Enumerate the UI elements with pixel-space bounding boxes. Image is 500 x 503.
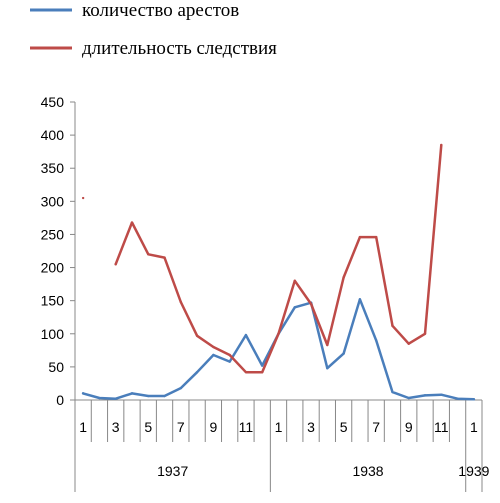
y-tick-label: 300 <box>41 193 65 209</box>
data-point-s2 <box>130 221 134 224</box>
data-point-s1 <box>130 392 134 395</box>
y-tick-label: 150 <box>41 293 65 309</box>
legend-label-2: длительность следствия <box>82 38 277 59</box>
series-layer <box>81 143 476 401</box>
legend: количество арестов длительность следствия <box>30 0 277 59</box>
data-point-s2 <box>374 235 378 239</box>
x-tick-label: 7 <box>177 419 185 435</box>
year-label: 1937 <box>157 463 188 479</box>
data-point-s2 <box>179 300 183 304</box>
data-point-s1 <box>81 392 85 395</box>
data-point-s2 <box>195 334 199 337</box>
data-point-s2 <box>358 235 362 239</box>
data-point-s2 <box>81 196 85 200</box>
y-tick-label: 0 <box>56 392 64 408</box>
data-point-s1 <box>212 353 215 357</box>
data-point-s1 <box>228 360 231 363</box>
y-tick-label: 400 <box>41 127 65 143</box>
x-tick-label: 9 <box>209 419 217 435</box>
x-tick-label: 7 <box>372 419 380 435</box>
data-point-s2 <box>244 370 248 374</box>
y-axis: 0 50 100 150 200 250 300 350 400 450 <box>41 94 76 408</box>
data-point-s2 <box>293 279 296 282</box>
data-point-s2 <box>342 276 345 279</box>
data-point-s2 <box>261 370 264 374</box>
data-point-s2 <box>163 256 166 259</box>
data-point-s1 <box>163 394 166 398</box>
x-tick-label: 9 <box>405 419 413 435</box>
data-point-s2 <box>440 143 443 147</box>
data-point-s1 <box>423 394 427 397</box>
data-point-s2 <box>309 302 313 306</box>
data-point-s1 <box>114 397 117 400</box>
legend-label-1: количество арестов <box>82 0 239 21</box>
x-tick-label: 1 <box>275 419 283 435</box>
x-tick-label: 3 <box>307 419 315 435</box>
data-point-s1 <box>244 333 248 337</box>
data-point-s1 <box>456 397 459 400</box>
y-tick-label: 350 <box>41 160 65 176</box>
x-tick-label: 11 <box>239 419 254 435</box>
data-point-s2 <box>407 342 410 345</box>
data-point-s1 <box>293 306 296 309</box>
data-point-s2 <box>423 332 427 335</box>
series-line-1 <box>81 298 476 401</box>
data-point-s1 <box>407 396 410 400</box>
data-point-s1 <box>195 370 199 374</box>
data-point-s1 <box>472 398 476 401</box>
data-point-s1 <box>391 390 394 394</box>
x-tick-label: 5 <box>340 419 348 435</box>
data-point-s1 <box>358 298 362 301</box>
year-label: 1939 <box>458 463 489 479</box>
data-point-s2 <box>147 253 150 256</box>
y-tick-label: 50 <box>48 359 64 375</box>
y-tick-label: 100 <box>41 326 65 342</box>
data-point-s2 <box>114 263 117 266</box>
data-point-s2 <box>391 324 394 328</box>
y-tick-label: 250 <box>41 226 65 242</box>
y-tick-label: 450 <box>41 94 65 110</box>
x-tick-label: 1 <box>79 419 87 435</box>
x-tick-label: 5 <box>144 419 152 435</box>
x-tick-label: 1 <box>470 419 478 435</box>
data-point-s1 <box>342 352 345 355</box>
data-point-s1 <box>147 394 150 398</box>
year-label: 1938 <box>352 463 383 479</box>
x-tick-label: 11 <box>434 419 449 435</box>
data-point-s1 <box>440 393 443 396</box>
y-tick-label: 200 <box>41 260 65 276</box>
data-point-s1 <box>98 396 101 400</box>
data-point-s1 <box>261 364 264 367</box>
data-point-s2 <box>228 353 231 357</box>
data-point-s2 <box>277 332 280 335</box>
data-point-s1 <box>326 367 329 370</box>
data-point-s1 <box>374 339 378 342</box>
data-point-s2 <box>212 345 215 349</box>
data-point-s2 <box>326 343 329 347</box>
data-point-s1 <box>179 386 183 390</box>
x-tick-label: 3 <box>112 419 120 435</box>
